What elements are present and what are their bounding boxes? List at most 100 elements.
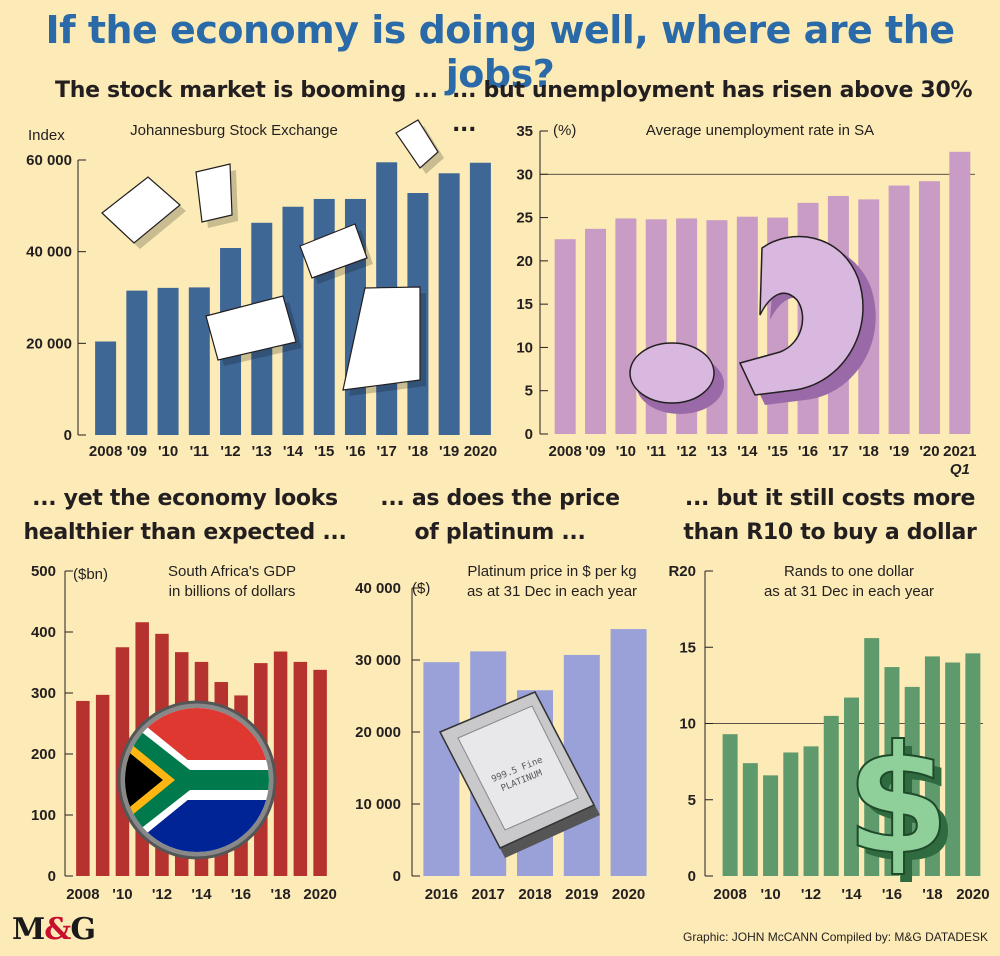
gdp-y-tick-label: 500 [31, 563, 56, 580]
unemployment-x-tick-label: '09 [585, 443, 605, 460]
heading-rand-line1: ... but it still costs more [684, 486, 976, 511]
question-mark-icon [738, 235, 864, 396]
unemployment-x-tick-label: '17 [828, 443, 848, 460]
gdp-x-tick-label: 2008 [66, 886, 99, 903]
jse-bar [157, 287, 179, 435]
gdp-y-tick-label: 200 [31, 746, 56, 763]
jse-x-tick-label: '17 [377, 443, 397, 460]
jse-y-tick-label: 0 [64, 427, 72, 444]
gdp-x-tick-label: '14 [191, 886, 212, 903]
unemployment-y-tick-label: 30 [516, 166, 533, 183]
sa-flag-icon [125, 708, 269, 852]
credit-line: Graphic: JOHN McCANN Compiled by: M&G DA… [683, 930, 988, 944]
gdp-x-tick-label: '12 [152, 886, 172, 903]
unemployment-x-tick-label: '14 [737, 443, 758, 460]
unemployment-x-tick-sublabel: Q1 [950, 461, 970, 478]
rand-bar [722, 734, 738, 876]
heading-platinum-line1: ... as does the price [380, 486, 620, 511]
heading-platinum: ... as does the price of platinum ... [370, 482, 630, 550]
unemployment-x-tick-label: '18 [859, 443, 879, 460]
rand-bar [742, 763, 758, 876]
heading-stock-market: The stock market is booming ... [55, 78, 438, 103]
jse-subtitle: Johannesburg Stock Exchange [130, 122, 338, 139]
unemployment-x-tick-label: '19 [889, 443, 909, 460]
jse-x-tick-label: '16 [345, 443, 365, 460]
falling-paper-illustration [101, 119, 444, 396]
jse-bar [469, 162, 491, 435]
unemployment-subtitle: Average unemployment rate in SA [646, 122, 874, 139]
gdp-x-tick-label: '10 [112, 886, 132, 903]
jse-bar [438, 173, 460, 435]
unemployment-x-tick-label: '12 [676, 443, 696, 460]
rand-y-tick-label: 10 [679, 716, 696, 733]
gdp-bar [76, 700, 90, 876]
platinum-bar [423, 662, 460, 876]
paper-sheet-icon [342, 286, 421, 391]
unemployment-x-tick-label: '13 [707, 443, 727, 460]
mg-logo: M&G [12, 912, 96, 947]
rand-bar [884, 667, 900, 876]
sa-flag-illustration [117, 700, 277, 860]
jse-x-tick-label: '15 [314, 443, 334, 460]
platinum-x-tick-label: 2019 [565, 886, 598, 903]
gdp-ylabel: ($bn) [73, 566, 108, 583]
main-title: If the economy is doing well, where are … [45, 8, 955, 96]
question-dot-icon [629, 342, 715, 404]
platinum-x-tick-label: 2020 [612, 886, 645, 903]
jse-x-tick-label: '13 [252, 443, 272, 460]
unemployment-x-tick-label: 2008 [548, 443, 581, 460]
platinum-bar-face [457, 705, 579, 831]
platinum-subtitle-line1: Platinum price in $ per kg [467, 563, 636, 580]
paper-sheet-icon [395, 119, 439, 169]
platinum-bar [610, 629, 647, 876]
platinum-subtitle-line2: as at 31 Dec in each year [467, 583, 637, 600]
rand-bar [823, 715, 839, 876]
rand-y-tick-label: 15 [679, 639, 696, 656]
platinum-y-tick-label: 0 [393, 868, 401, 885]
gdp-subtitle-line1: South Africa's GDP [168, 563, 296, 580]
rand-bar [864, 638, 880, 876]
unemployment-x-tick-label: '15 [768, 443, 788, 460]
platinum-x-tick-label: 2016 [425, 886, 458, 903]
rand-bar [965, 653, 981, 876]
rand-x-tick-label: 2008 [713, 886, 746, 903]
rand-x-tick-label: '14 [841, 886, 862, 903]
rand-x-tick-label: '16 [882, 886, 902, 903]
rand-subtitle-line2: as at 31 Dec in each year [764, 583, 934, 600]
rand-x-tick-label: '18 [922, 886, 942, 903]
jse-x-tick-label: '12 [220, 443, 240, 460]
unemployment-y-tick-label: 15 [516, 296, 533, 313]
logo-g: G [70, 912, 96, 947]
rand-bar [783, 752, 799, 876]
unemployment-x-tick-label: 2021 [943, 443, 976, 460]
jse-x-tick-label: '14 [283, 443, 304, 460]
heading-economy-line2: healthier than expected ... [23, 520, 347, 545]
unemployment-bar [554, 239, 576, 434]
gdp-x-tick-label: '16 [231, 886, 251, 903]
jse-x-tick-label: 2008 [89, 443, 122, 460]
rand-bar [844, 697, 859, 876]
rand-x-tick-label: 2020 [956, 886, 989, 903]
rand-bar [803, 746, 819, 876]
jse-x-tick-label: '11 [190, 443, 209, 460]
heading-rand-line2: than R10 to buy a dollar [683, 520, 977, 545]
paper-sheet-icon [101, 176, 181, 244]
dollar-sign-icon: $ [846, 714, 950, 888]
dollar-sign-illustration: $$ [845, 713, 958, 896]
platinum-y-tick-label: 10 000 [355, 796, 401, 813]
platinum-y-tick-label: 40 000 [355, 580, 401, 597]
gdp-bar [273, 651, 288, 876]
gdp-y-tick-label: 400 [31, 624, 56, 641]
heading-platinum-line2: of platinum ... [414, 520, 586, 545]
unemployment-bar [949, 151, 971, 434]
jse-x-tick-label: 2020 [464, 443, 497, 460]
rand-y-tick-label: 0 [688, 868, 696, 885]
jse-x-tick-label: '18 [408, 443, 428, 460]
paper-sheet-icon [299, 223, 368, 279]
rand-y-tick-label: R20 [668, 563, 696, 580]
